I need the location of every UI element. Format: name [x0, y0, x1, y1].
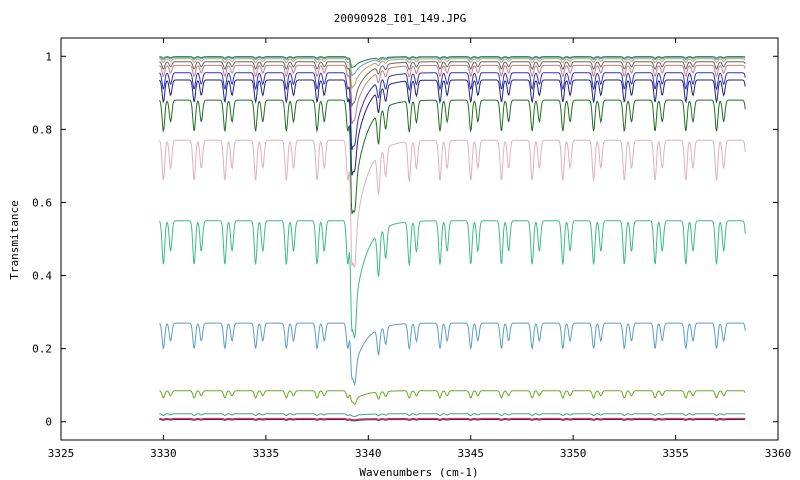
series-line-1 [159, 56, 746, 77]
x-tick-label: 3340 [355, 447, 382, 460]
x-tick-label: 3360 [765, 447, 792, 460]
series-line-13 [159, 417, 746, 421]
y-axis-label: Transmitance [8, 200, 21, 279]
plot-frame [60, 37, 779, 441]
chart-title: 20090928_I01_149.JPG [334, 12, 466, 25]
y-tick-label: 0.2 [32, 343, 52, 356]
x-tick-label: 3325 [48, 447, 75, 460]
series-line-2 [159, 58, 746, 90]
series-line-8 [158, 139, 746, 269]
y-tick-label: 0.8 [32, 123, 52, 136]
series-group [158, 56, 746, 422]
x-tick-label: 3345 [457, 447, 484, 460]
series-line-14 [159, 419, 746, 422]
x-axis-ticks: 3325 3330 3335 3340 3345 3350 3355 3360 [48, 38, 792, 460]
series-line-7 [158, 99, 746, 215]
series-line-4 [159, 64, 746, 125]
x-tick-label: 3330 [150, 447, 177, 460]
x-axis-label: Wavenumbers (cm-1) [359, 466, 478, 479]
y-tick-label: 0.4 [32, 270, 52, 283]
series-line-11 [159, 390, 746, 406]
series-line-3 [159, 61, 746, 108]
series-line-12 [159, 413, 746, 418]
x-tick-label: 3355 [662, 447, 689, 460]
x-tick-label: 3350 [560, 447, 587, 460]
y-tick-label: 0 [45, 416, 52, 429]
series-line-6 [159, 79, 746, 176]
series-line-0 [159, 56, 746, 69]
y-tick-label: 1 [45, 50, 52, 63]
x-tick-label: 3335 [253, 447, 280, 460]
series-line-5 [159, 72, 746, 150]
series-line-10 [158, 322, 746, 386]
y-tick-label: 0.6 [32, 196, 52, 209]
y-axis-ticks: 0 0.2 0.4 0.6 0.8 1 [32, 50, 778, 429]
series-line-9 [158, 220, 746, 339]
